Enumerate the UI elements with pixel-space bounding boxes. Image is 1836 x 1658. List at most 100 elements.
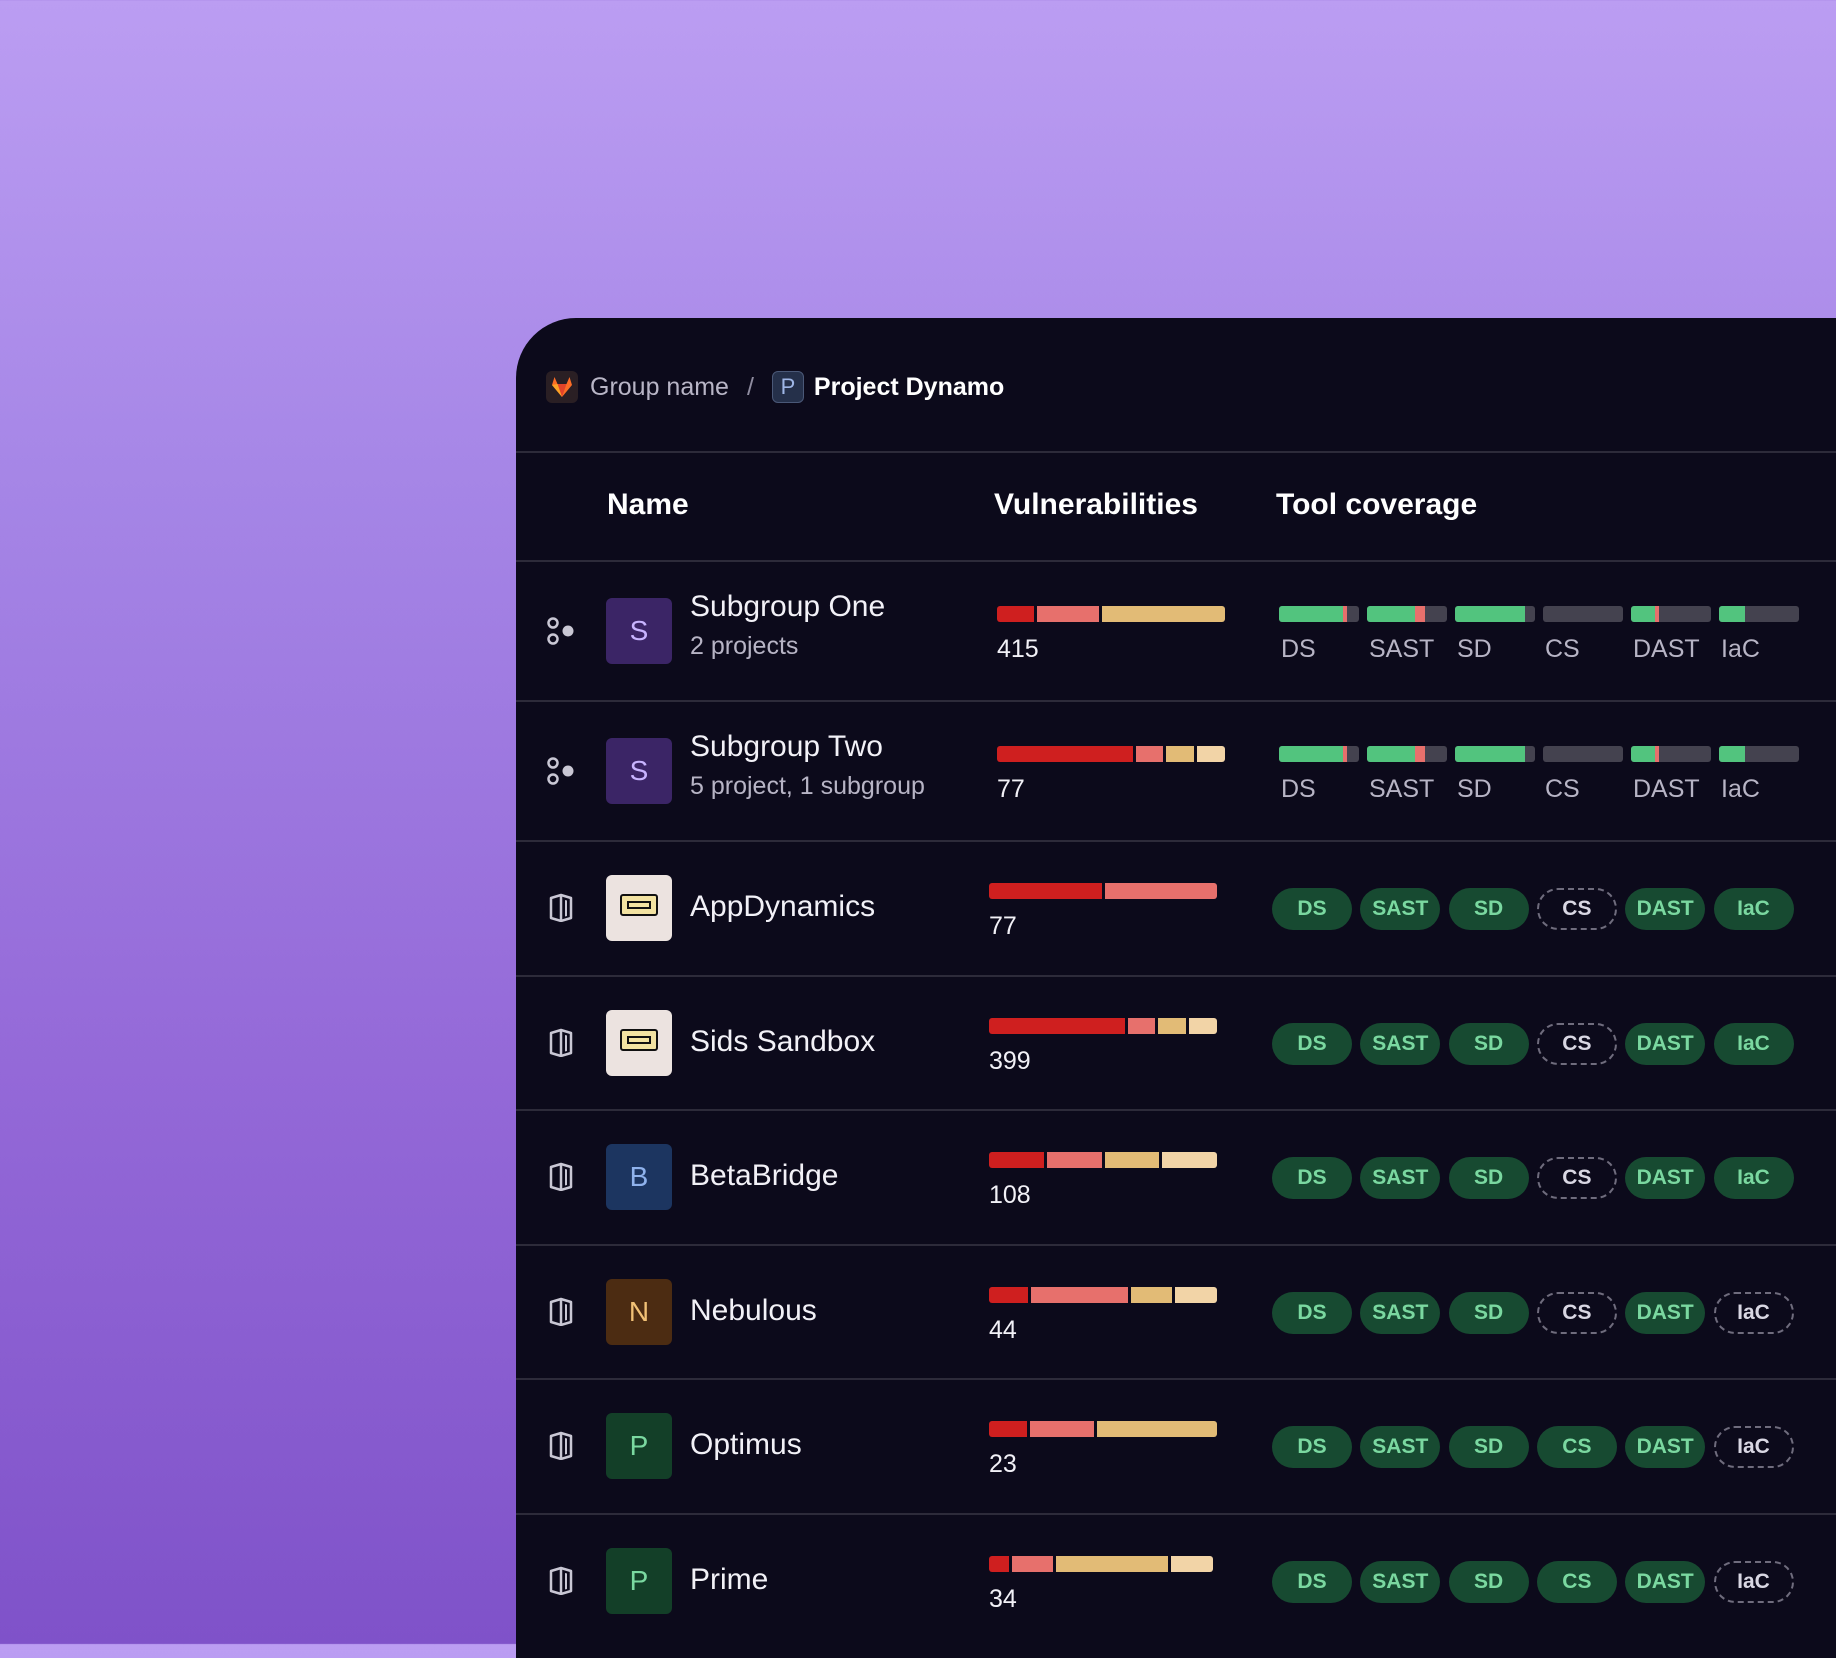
tool-badge-sd[interactable]: SD — [1448, 1157, 1529, 1199]
project-name[interactable]: Optimus — [690, 1428, 802, 1461]
tool-badge-iac[interactable]: IaC — [1713, 1560, 1794, 1603]
severity-segment-high — [1011, 1555, 1054, 1572]
subgroup-avatar: S — [606, 598, 672, 664]
column-header-vulnerabilities[interactable]: Vulnerabilities — [994, 488, 1198, 521]
coverage-label-ds: DS — [1281, 775, 1316, 803]
tool-badge-sast[interactable]: SAST — [1360, 1426, 1441, 1468]
breadcrumb: Group name / P Project Dynamo — [546, 367, 1004, 407]
coverage-bar-cs — [1543, 746, 1623, 762]
tool-badge-iac[interactable]: IaC — [1713, 1291, 1794, 1334]
severity-segment-critical — [997, 746, 1133, 762]
coverage-bar-ds — [1279, 746, 1359, 762]
tool-badge-ds[interactable]: DS — [1272, 1157, 1352, 1199]
table-row-project[interactable]: P Prime 34 DS SAST SD CS DAST IaC — [516, 1515, 1836, 1647]
subgroup-name[interactable]: Subgroup One — [690, 590, 886, 623]
tool-badge-ds[interactable]: DS — [1272, 1426, 1352, 1468]
coverage-label-ds: DS — [1281, 635, 1316, 663]
table-row-project[interactable]: P Optimus 23 DS SAST SD CS DAST IaC — [516, 1380, 1836, 1512]
tool-badge-sd[interactable]: SD — [1448, 1426, 1529, 1468]
tool-badge-dast[interactable]: DAST — [1625, 888, 1706, 930]
project-name[interactable]: AppDynamics — [690, 890, 876, 923]
subgroup-icon — [546, 616, 576, 646]
tool-badge-sd[interactable]: SD — [1448, 1291, 1529, 1334]
coverage-segment — [1415, 746, 1425, 762]
coverage-segment — [1655, 746, 1659, 762]
vulnerability-count: 77 — [997, 775, 1025, 803]
column-header-tool-coverage[interactable]: Tool coverage — [1276, 488, 1478, 521]
project-icon — [546, 1430, 576, 1461]
severity-segment-high — [1135, 746, 1164, 762]
severity-segment-medium — [1166, 746, 1194, 762]
tool-badge-iac[interactable]: IaC — [1713, 1157, 1794, 1199]
tool-badge-dast[interactable]: DAST — [1625, 1022, 1706, 1065]
tool-badge-dast[interactable]: DAST — [1625, 1426, 1706, 1468]
severity-segment-medium — [1158, 1017, 1186, 1034]
tool-badge-cs[interactable]: CS — [1536, 888, 1617, 930]
severity-segment-high — [1127, 1017, 1156, 1034]
tool-badge-cs[interactable]: CS — [1536, 1291, 1617, 1334]
project-name[interactable]: Sids Sandbox — [690, 1024, 876, 1058]
table-row-project[interactable]: Sids Sandbox 399 DS SAST SD CS DAST IaC — [516, 977, 1836, 1109]
tool-badge-sd[interactable]: SD — [1448, 1560, 1529, 1603]
breadcrumb-group-link[interactable]: Group name — [590, 372, 729, 401]
severity-segment-low — [1196, 746, 1225, 762]
tool-badge-sd[interactable]: SD — [1448, 1022, 1529, 1065]
tool-badge-sast[interactable]: SAST — [1360, 1291, 1441, 1334]
vulnerability-count: 399 — [989, 1046, 1031, 1075]
divider — [516, 840, 1836, 842]
coverage-label-cs: CS — [1545, 775, 1580, 803]
tool-badge-ds[interactable]: DS — [1272, 1022, 1352, 1065]
table-row-project[interactable]: AppDynamics 77 DS SAST SD CS DAST IaC — [516, 842, 1836, 974]
severity-segment-medium — [1101, 606, 1225, 622]
tool-badge-sast[interactable]: SAST — [1360, 1022, 1441, 1065]
tool-badge-iac[interactable]: IaC — [1713, 1022, 1794, 1065]
coverage-segment — [1631, 606, 1655, 622]
coverage-label-sd: SD — [1457, 775, 1492, 803]
tool-badge-dast[interactable]: DAST — [1625, 1157, 1706, 1199]
tool-badge-cs[interactable]: CS — [1536, 1157, 1617, 1199]
table-row-subgroup[interactable]: S Subgroup Two 5 project, 1 subgroup 77 DS SA… — [516, 702, 1836, 840]
divider — [516, 560, 1836, 562]
coverage-bar-sast — [1367, 746, 1447, 762]
breadcrumb-project-link[interactable]: Project Dynamo — [813, 372, 1005, 401]
table-row-subgroup[interactable]: S Subgroup One 2 projects 415 DS SAST SD CS DAST… — [516, 562, 1836, 700]
tool-badge-dast[interactable]: DAST — [1625, 1560, 1706, 1603]
coverage-segment — [1415, 606, 1425, 622]
tool-badge-dast[interactable]: DAST — [1625, 1291, 1706, 1334]
vulnerability-count: 108 — [989, 1181, 1031, 1209]
project-icon — [546, 1027, 576, 1057]
project-name[interactable]: BetaBridge — [690, 1159, 839, 1192]
tool-badge-cs[interactable]: CS — [1536, 1560, 1617, 1603]
tool-badge-iac[interactable]: IaC — [1713, 1426, 1794, 1468]
coverage-segment — [1655, 606, 1659, 622]
subgroup-name[interactable]: Subgroup Two — [690, 730, 883, 763]
tool-badge-ds[interactable]: DS — [1272, 1560, 1352, 1603]
tool-badge-iac[interactable]: IaC — [1713, 888, 1794, 930]
tool-badge-ds[interactable]: DS — [1272, 1291, 1352, 1334]
tool-badge-sast[interactable]: SAST — [1360, 1157, 1441, 1199]
tool-badge-ds[interactable]: DS — [1272, 888, 1352, 930]
tool-badge-cs[interactable]: CS — [1536, 1426, 1617, 1468]
coverage-segment — [1343, 746, 1347, 762]
tool-badge-sast[interactable]: SAST — [1360, 888, 1441, 930]
coverage-segment — [1279, 746, 1343, 762]
tool-badge-sd[interactable]: SD — [1448, 888, 1529, 930]
divider — [516, 1512, 1836, 1515]
tool-badge-cs[interactable]: CS — [1536, 1022, 1617, 1065]
coverage-label-dast: DAST — [1633, 775, 1700, 803]
column-header-name[interactable]: Name — [607, 488, 689, 521]
coverage-label-iac: IaC — [1721, 775, 1760, 803]
project-icon — [546, 1296, 576, 1326]
severity-segment-high — [1104, 883, 1217, 899]
coverage-bar-cs — [1543, 606, 1623, 622]
project-name[interactable]: Prime — [690, 1562, 769, 1596]
vulnerability-count: 34 — [989, 1584, 1017, 1613]
tool-badge-sast[interactable]: SAST — [1360, 1560, 1441, 1603]
table-row-project[interactable]: N Nebulous 44 DS SAST SD CS DAST IaC — [516, 1246, 1836, 1378]
project-avatar: P — [606, 1547, 672, 1614]
table-row-project[interactable]: B BetaBridge 108 DS SAST SD CS DAST IaC — [516, 1111, 1836, 1243]
severity-segment-high — [1031, 1286, 1128, 1303]
project-name[interactable]: Nebulous — [690, 1293, 817, 1327]
coverage-bar-sd — [1455, 606, 1535, 622]
subgroup-avatar: S — [606, 738, 672, 804]
